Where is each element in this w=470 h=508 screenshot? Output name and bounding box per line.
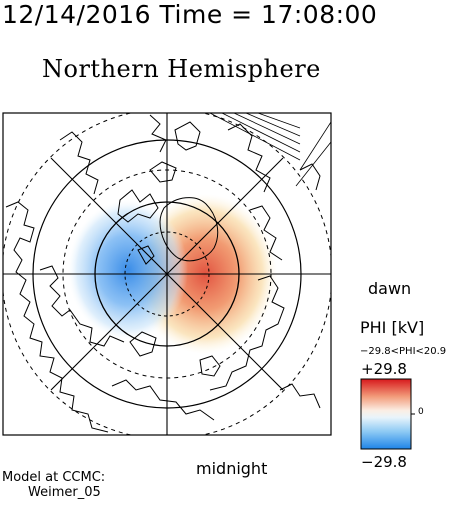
coastlines	[5, 114, 321, 433]
colorbar-max-label: +29.8	[361, 360, 407, 378]
model-name: Weimer_05	[28, 485, 101, 500]
negative-potential-cell	[68, 200, 188, 340]
grid-mesh	[209, 112, 332, 187]
map-frame	[2, 112, 332, 436]
colorbar-min-label: −29.8	[361, 453, 407, 471]
map-title: Northern Hemisphere	[42, 55, 321, 83]
model-source: Model at CCMC:	[2, 470, 106, 485]
midnight-label: midnight	[196, 459, 268, 478]
colorbar	[360, 378, 415, 450]
timestamp: 12/14/2016 Time = 17:08:00	[2, 0, 378, 29]
meridians	[3, 113, 331, 435]
dawn-label: dawn	[368, 279, 412, 298]
polar-map	[2, 112, 332, 436]
colorbar-label: PHI [kV]	[360, 318, 425, 337]
colorbar-range: −29.8<PHI<20.9	[360, 346, 447, 357]
colorbar-zero-label: 0	[418, 407, 424, 417]
